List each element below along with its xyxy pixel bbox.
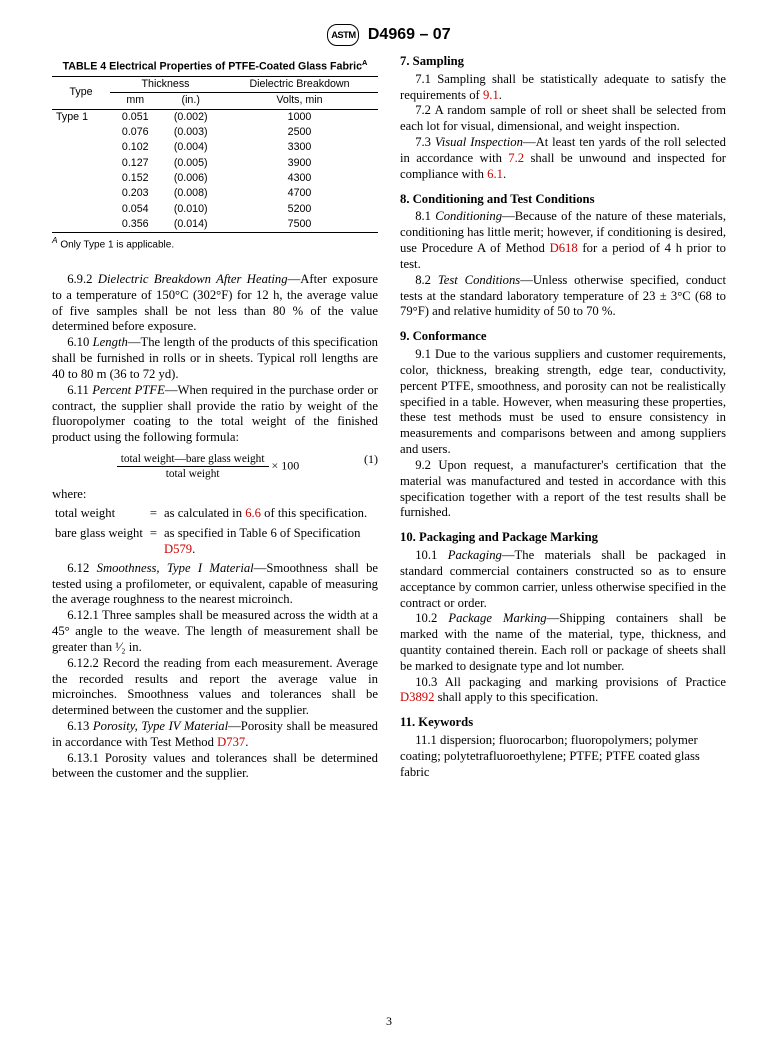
cell: 0.051 bbox=[110, 109, 160, 125]
cell: (0.010) bbox=[160, 202, 221, 217]
para-6-13: 6.13 Porosity, Type IV Material—Porosity… bbox=[52, 719, 378, 751]
page-number: 3 bbox=[0, 1014, 778, 1029]
cell: 0.076 bbox=[110, 125, 160, 140]
para-6-9-2: 6.9.2 Dielectric Breakdown After Heating… bbox=[52, 272, 378, 335]
sub-mm: mm bbox=[110, 93, 160, 109]
para-10-1: 10.1 Packaging—The materials shall be pa… bbox=[400, 548, 726, 611]
ref-6-1: 6.1 bbox=[487, 167, 503, 181]
sub-in: (in.) bbox=[160, 93, 221, 109]
para-10-2: 10.2 Package Marking—Shipping containers… bbox=[400, 611, 726, 674]
para-6-13-1: 6.13.1 Porosity values and tolerances sh… bbox=[52, 751, 378, 783]
equation-number: (1) bbox=[364, 452, 378, 467]
para-6-12-2: 6.12.2 Record the reading from each meas… bbox=[52, 656, 378, 719]
cell: 5200 bbox=[221, 202, 378, 217]
section-10-heading: 10. Packaging and Package Marking bbox=[400, 530, 726, 546]
cell: 4300 bbox=[221, 171, 378, 186]
cell: 1000 bbox=[221, 109, 378, 125]
two-column-body: TABLE 4 Electrical Properties of PTFE-Co… bbox=[52, 54, 726, 786]
section-11-heading: 11. Keywords bbox=[400, 715, 726, 731]
para-11-1: 11.1 dispersion; fluorocarbon; fluoropol… bbox=[400, 733, 726, 780]
table4-caption: TABLE 4 Electrical Properties of PTFE-Co… bbox=[52, 58, 378, 74]
section-9-heading: 9. Conformance bbox=[400, 329, 726, 345]
cell: (0.014) bbox=[160, 217, 221, 233]
ref-d579: D579 bbox=[164, 542, 192, 556]
cell: 3900 bbox=[221, 156, 378, 171]
para-6-12-1: 6.12.1 Three samples shall be measured a… bbox=[52, 608, 378, 655]
para-8-2: 8.2 Test Conditions—Unless otherwise spe… bbox=[400, 273, 726, 320]
astm-logo: ASTM bbox=[327, 24, 359, 46]
cell: (0.003) bbox=[160, 125, 221, 140]
cell: 0.102 bbox=[110, 140, 160, 155]
col-dielectric: Dielectric Breakdown bbox=[221, 76, 378, 92]
where-table: total weight = as calculated in 6.6 of t… bbox=[52, 503, 378, 560]
col-type: Type bbox=[52, 76, 110, 109]
where-term: total weight bbox=[54, 505, 147, 523]
cell: (0.002) bbox=[160, 109, 221, 125]
para-8-1: 8.1 Conditioning—Because of the nature o… bbox=[400, 209, 726, 272]
cell: 2500 bbox=[221, 125, 378, 140]
page: ASTM D4969 – 07 TABLE 4 Electrical Prope… bbox=[0, 0, 778, 1041]
ref-7-2: 7.2 bbox=[508, 151, 524, 165]
where-term: bare glass weight bbox=[54, 525, 147, 559]
ref-6-6: 6.6 bbox=[245, 506, 261, 520]
table4: Type Thickness Dielectric Breakdown mm (… bbox=[52, 76, 378, 233]
cell: 4700 bbox=[221, 186, 378, 201]
where-def: as specified in Table 6 of Specification… bbox=[163, 525, 376, 559]
equals: = bbox=[149, 505, 161, 523]
equation-1: total weight—bare glass weight total wei… bbox=[52, 452, 378, 481]
para-6-11: 6.11 Percent PTFE—When required in the p… bbox=[52, 383, 378, 446]
para-6-12: 6.12 Smoothness, Type I Material—Smoothn… bbox=[52, 561, 378, 608]
page-header: ASTM D4969 – 07 bbox=[52, 24, 726, 46]
ref-d618: D618 bbox=[550, 241, 578, 255]
para-6-10: 6.10 Length—The length of the products o… bbox=[52, 335, 378, 382]
cell: 3300 bbox=[221, 140, 378, 155]
cell: (0.005) bbox=[160, 156, 221, 171]
para-10-3: 10.3 All packaging and marking provision… bbox=[400, 675, 726, 707]
para-7-1: 7.1 Sampling shall be statistically adeq… bbox=[400, 72, 726, 104]
cell: 0.054 bbox=[110, 202, 160, 217]
para-9-1: 9.1 Due to the various suppliers and cus… bbox=[400, 347, 726, 458]
designation: D4969 – 07 bbox=[368, 26, 451, 43]
cell: 0.152 bbox=[110, 171, 160, 186]
para-7-3: 7.3 Visual Inspection—At least ten yards… bbox=[400, 135, 726, 182]
cell: 0.203 bbox=[110, 186, 160, 201]
equals: = bbox=[149, 525, 161, 559]
cell: 0.356 bbox=[110, 217, 160, 233]
type-label: Type 1 bbox=[52, 109, 110, 125]
sub-volts: Volts, min bbox=[221, 93, 378, 109]
cell: (0.008) bbox=[160, 186, 221, 201]
section-8-heading: 8. Conditioning and Test Conditions bbox=[400, 192, 726, 208]
cell: (0.004) bbox=[160, 140, 221, 155]
cell: 7500 bbox=[221, 217, 378, 233]
where-label: where: bbox=[52, 487, 378, 503]
para-9-2: 9.2 Upon request, a manufacturer's certi… bbox=[400, 458, 726, 521]
where-def: as calculated in 6.6 of this specificati… bbox=[163, 505, 376, 523]
table4-footnote: A Only Type 1 is applicable. bbox=[52, 235, 378, 252]
fraction: total weight—bare glass weight total wei… bbox=[117, 452, 269, 481]
section-7-heading: 7. Sampling bbox=[400, 54, 726, 70]
col-thickness: Thickness bbox=[110, 76, 221, 92]
para-7-2: 7.2 A random sample of roll or sheet sha… bbox=[400, 103, 726, 135]
ref-d3892: D3892 bbox=[400, 690, 434, 704]
ref-9-1: 9.1 bbox=[483, 88, 499, 102]
cell: 0.127 bbox=[110, 156, 160, 171]
ref-d737: D737 bbox=[217, 735, 245, 749]
cell: (0.006) bbox=[160, 171, 221, 186]
